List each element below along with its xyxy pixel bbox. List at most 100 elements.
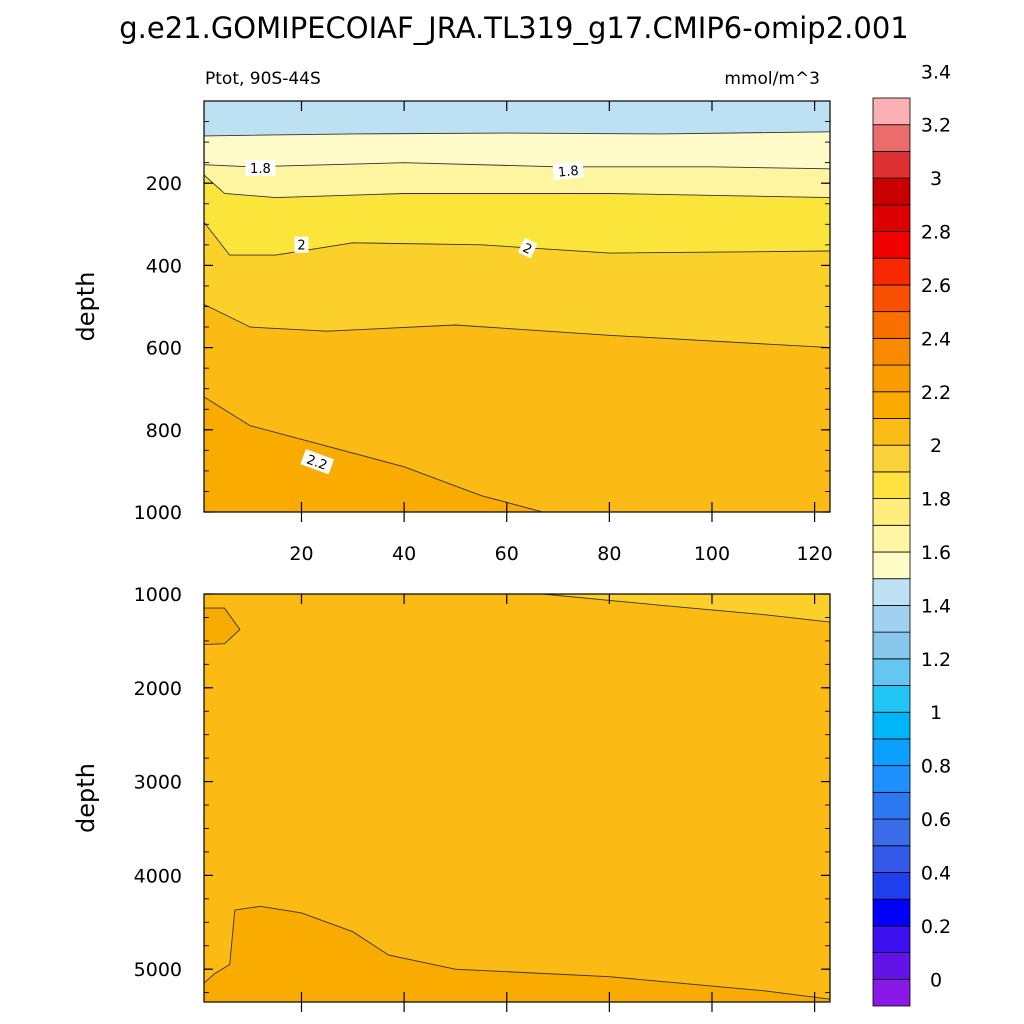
panel-lower-fills	[204, 594, 830, 1002]
colorbar-label: 0	[930, 969, 942, 991]
x-tick-label: 120	[796, 543, 832, 565]
colorbar-box	[872, 498, 911, 526]
colorbar-box	[872, 204, 911, 232]
y-tick-label: 5000	[134, 959, 182, 981]
colorbar-label: 2	[930, 435, 942, 457]
contour-line-2	[204, 221, 830, 256]
y-axis-label: depth	[72, 272, 100, 342]
colorbar-box	[872, 898, 911, 927]
axes-layer: 200 400 600 800 1000 depth 1000 2000 3000 4000 500…	[72, 100, 833, 1012]
contour-label-bg	[552, 161, 584, 180]
colorbar-box	[872, 418, 911, 446]
colorbar-label: 1.4	[921, 595, 951, 617]
colorbar-box	[872, 605, 911, 633]
contour-label-bg	[517, 237, 538, 259]
colorbar-box	[872, 257, 911, 286]
contour-label-text: 1.8	[557, 164, 579, 181]
colorbar-box	[872, 978, 911, 1007]
colorbar-label: 2.4	[921, 328, 951, 350]
colorbar-box	[872, 872, 911, 900]
colorbar-box	[872, 711, 911, 740]
fill-region-1	[542, 594, 830, 623]
colorbar-box	[872, 337, 911, 366]
contour-line-2.1	[204, 303, 830, 349]
colorbar: 0 0.2 0.4 0.6 0.8 1 1.2 1.4 1.6 1.8 2 2.2 2.4 2.6 2.8 3…	[872, 61, 951, 1007]
contour-label: 2.2	[300, 449, 335, 475]
y-tick-label: 200	[146, 173, 182, 195]
contour-line-2.3	[204, 905, 830, 1000]
panel-lower-frame	[203, 593, 831, 1003]
colorbar-label: 1.6	[921, 542, 951, 564]
y-tick-label: 4000	[134, 865, 182, 887]
contour-line-1.8	[204, 162, 830, 170]
colorbar-box	[872, 231, 911, 259]
x-tick-label: 100	[694, 543, 730, 565]
colorbar-box	[872, 952, 911, 980]
x-tick-label: 60	[495, 543, 519, 565]
colorbar-box	[872, 578, 911, 606]
contour-label-bg	[300, 449, 335, 475]
colorbar-label: 1.8	[921, 489, 951, 511]
x-tick-label: 40	[392, 543, 416, 565]
contour-line-2.2	[204, 396, 543, 512]
colorbar-label: 0.2	[921, 916, 951, 938]
contour-line-2.2	[542, 594, 830, 623]
colorbar-label: 0.4	[921, 862, 951, 884]
y-tick-label: 3000	[134, 772, 182, 794]
contour-label-text: 2.2	[304, 453, 329, 474]
contour-label-text: 2	[297, 239, 305, 254]
colorbar-box	[872, 97, 911, 126]
colorbar-label: 2.2	[921, 382, 951, 404]
colorbar-label: 3.4	[921, 61, 951, 83]
colorbar-box	[872, 818, 911, 847]
colorbar-box	[872, 658, 911, 686]
colorbar-box	[872, 551, 911, 580]
panel-lower-lines	[204, 594, 830, 1000]
contour-label: 2	[517, 237, 538, 259]
colorbar-box	[872, 124, 911, 152]
colorbar-box	[872, 845, 911, 873]
chart-title: g.e21.GOMIPECOIAF_JRA.TL319_g17.CMIP6-om…	[119, 11, 909, 45]
colorbar-box	[872, 177, 911, 206]
fill-region-3	[204, 906, 830, 1002]
y-tick-label: 400	[146, 255, 182, 277]
colorbar-box	[872, 471, 911, 499]
y-tick-label: 1000	[134, 584, 182, 606]
contour-label-bg	[245, 159, 276, 176]
y-tick-label: 2000	[134, 678, 182, 700]
colorbar-box	[872, 791, 911, 820]
panel-upper-lines	[204, 131, 830, 512]
colorbar-box	[872, 524, 911, 553]
colorbar-box	[872, 391, 911, 419]
colorbar-label: 0.8	[921, 756, 951, 778]
contour-label-text: 1.8	[250, 162, 271, 177]
colorbar-box	[872, 311, 911, 339]
contour-label-layer: 1.8 1.8 2 2 2.2	[245, 159, 584, 475]
colorbar-label: 0.6	[921, 809, 951, 831]
x-tick-label: 20	[289, 543, 313, 565]
colorbar-label: 2.6	[921, 275, 951, 297]
contour-label-bg	[294, 236, 309, 253]
colorbar-box	[872, 925, 911, 953]
contour-line-1.9	[204, 174, 830, 199]
colorbar-box	[872, 284, 911, 313]
colorbar-label: 2.8	[921, 222, 951, 244]
colorbar-box	[872, 364, 911, 393]
chart-subtitle-right: mmol/m^3	[724, 69, 820, 89]
colorbar-box	[872, 151, 911, 179]
y-tick-label: 600	[146, 338, 182, 360]
colorbar-box	[872, 685, 911, 713]
contour-line-2.3	[204, 607, 241, 646]
contour-label: 1.8	[245, 159, 276, 177]
x-tick-label: 80	[597, 543, 621, 565]
contour-line-1.7	[204, 131, 830, 137]
colorbar-label: 1.2	[921, 649, 951, 671]
colorbar-label: 1	[930, 702, 942, 724]
colorbar-box	[872, 444, 911, 473]
contour-line-layer	[204, 131, 830, 1000]
colorbar-label: 3.2	[921, 115, 951, 137]
contour-label: 2	[294, 236, 309, 254]
colorbar-box	[872, 631, 911, 660]
colorbar-label: 3	[930, 168, 942, 190]
